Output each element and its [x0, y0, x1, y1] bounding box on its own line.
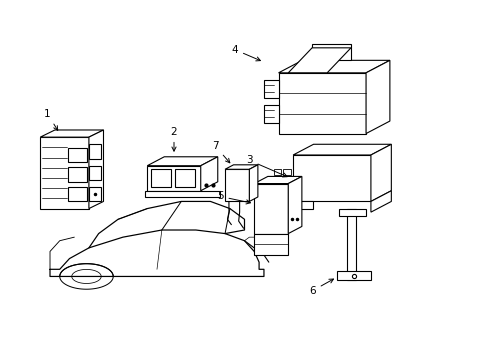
Polygon shape	[254, 184, 287, 234]
Polygon shape	[287, 176, 301, 234]
Polygon shape	[40, 130, 103, 137]
Polygon shape	[89, 187, 101, 202]
Text: 7: 7	[212, 141, 229, 163]
Polygon shape	[346, 208, 356, 280]
Text: 3: 3	[245, 156, 286, 177]
Polygon shape	[224, 169, 249, 202]
Polygon shape	[370, 191, 390, 212]
Polygon shape	[147, 166, 201, 191]
Text: 5: 5	[217, 192, 250, 204]
Polygon shape	[283, 193, 290, 200]
Polygon shape	[283, 177, 290, 183]
Polygon shape	[311, 44, 350, 60]
Polygon shape	[339, 208, 366, 216]
Polygon shape	[264, 105, 278, 123]
Polygon shape	[366, 60, 389, 134]
Polygon shape	[89, 130, 103, 208]
Polygon shape	[283, 168, 290, 175]
Polygon shape	[273, 168, 281, 175]
Text: 2: 2	[170, 127, 177, 151]
Polygon shape	[201, 157, 217, 191]
Polygon shape	[147, 157, 217, 166]
Polygon shape	[292, 155, 370, 202]
Polygon shape	[68, 167, 87, 182]
Polygon shape	[40, 137, 89, 208]
Polygon shape	[68, 187, 87, 202]
Polygon shape	[292, 144, 390, 155]
Polygon shape	[175, 169, 195, 187]
Polygon shape	[254, 176, 301, 184]
Polygon shape	[89, 144, 101, 158]
Polygon shape	[273, 177, 281, 183]
Polygon shape	[283, 185, 290, 192]
Polygon shape	[144, 191, 220, 197]
Polygon shape	[273, 185, 281, 192]
Text: 1: 1	[44, 109, 58, 130]
Polygon shape	[278, 60, 389, 73]
Polygon shape	[273, 193, 281, 200]
Polygon shape	[89, 166, 101, 180]
Polygon shape	[224, 165, 257, 169]
Polygon shape	[254, 234, 287, 255]
Polygon shape	[264, 80, 278, 98]
Polygon shape	[68, 148, 87, 162]
Text: 6: 6	[308, 279, 333, 296]
Polygon shape	[151, 169, 171, 187]
Polygon shape	[287, 48, 350, 73]
Polygon shape	[278, 73, 366, 134]
Polygon shape	[249, 165, 257, 202]
Text: 4: 4	[231, 45, 260, 61]
Polygon shape	[292, 202, 312, 208]
Polygon shape	[370, 144, 390, 202]
Polygon shape	[336, 271, 370, 280]
